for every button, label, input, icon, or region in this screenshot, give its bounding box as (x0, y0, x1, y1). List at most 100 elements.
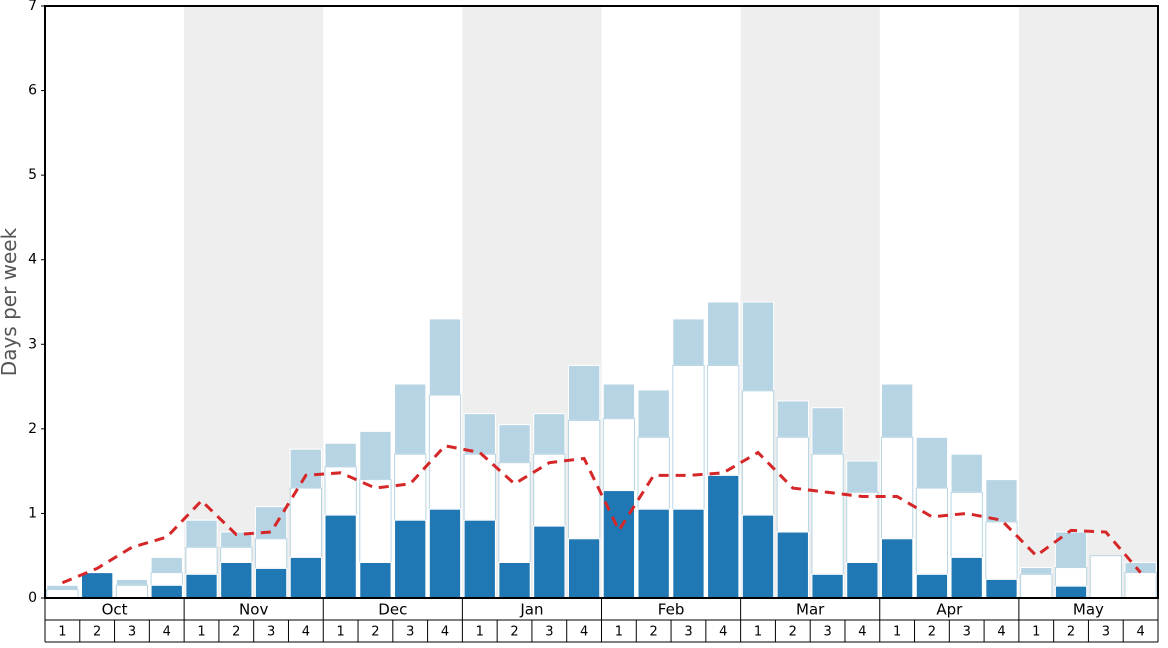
bar-top (464, 414, 495, 455)
week-label: 4 (1136, 625, 1144, 640)
week-label: 4 (163, 625, 171, 640)
bar-bottom (325, 515, 356, 598)
month-label: Feb (658, 601, 685, 619)
week-label: 4 (858, 625, 866, 640)
bar-bottom (534, 526, 565, 598)
y-tick-label: 3 (28, 336, 37, 352)
bar-mid (290, 488, 321, 557)
y-axis-label: Days per week (0, 227, 21, 376)
bar-mid (534, 454, 565, 526)
y-tick-label: 4 (28, 252, 37, 268)
bar-mid (673, 365, 704, 509)
week-label: 1 (337, 625, 345, 640)
week-label: 3 (545, 625, 553, 640)
week-label: 3 (963, 625, 971, 640)
bar-bottom (464, 520, 495, 598)
bar-bottom (1055, 586, 1086, 598)
week-label: 1 (754, 625, 762, 640)
y-tick-label: 1 (28, 505, 37, 521)
y-tick-label: 2 (28, 421, 37, 437)
bar-bottom (986, 579, 1017, 598)
bar-mid (986, 522, 1017, 580)
bar-mid (812, 454, 843, 574)
month-label: Mar (796, 601, 825, 619)
bar-mid (360, 480, 391, 563)
bar-bottom (290, 557, 321, 598)
week-label: 2 (93, 625, 101, 640)
bar-mid (708, 365, 739, 475)
bar-top (1021, 568, 1052, 575)
bar-top (360, 431, 391, 479)
bar-bottom (777, 532, 808, 598)
bar-bottom (255, 568, 286, 598)
bar-mid (603, 419, 634, 491)
week-label: 4 (580, 625, 588, 640)
bar-bottom (916, 574, 947, 598)
bar-top (568, 365, 599, 420)
bar-bottom (638, 509, 669, 598)
bar-mid (116, 585, 147, 598)
y-tick-label: 6 (28, 83, 37, 99)
bar-mid (1055, 568, 1086, 587)
bar-mid (151, 573, 182, 586)
week-label: 3 (684, 625, 692, 640)
bar-top (429, 319, 460, 395)
bar-bottom (673, 509, 704, 598)
bar-mid (429, 395, 460, 509)
bar-bottom (499, 562, 530, 598)
bar-top (951, 454, 982, 492)
week-label: 3 (823, 625, 831, 640)
week-label: 4 (441, 625, 449, 640)
bar-top (847, 461, 878, 492)
week-label: 1 (197, 625, 205, 640)
bar-top (777, 401, 808, 437)
bar-top (812, 408, 843, 455)
bar-top (708, 302, 739, 365)
bar-bottom (221, 562, 252, 598)
week-label: 3 (1102, 625, 1110, 640)
bar-top (916, 437, 947, 488)
bar-bottom (429, 509, 460, 598)
bar-top (325, 443, 356, 467)
bar-bottom (82, 573, 113, 598)
bar-top (638, 390, 669, 437)
week-label: 4 (997, 625, 1005, 640)
bar-mid (186, 547, 217, 574)
bar-mid (221, 547, 252, 562)
bar-top (186, 520, 217, 547)
bar-mid (464, 454, 495, 520)
week-label: 1 (58, 625, 66, 640)
bar-top (116, 579, 147, 585)
y-tick-label: 5 (28, 167, 37, 183)
week-label: 2 (232, 625, 240, 640)
bar-mid (1125, 573, 1156, 598)
chart-svg: 01234567Days per weekOctNovDecJanFebMarA… (0, 0, 1168, 648)
bar-top (499, 425, 530, 463)
week-label: 1 (476, 625, 484, 640)
bar-bottom (360, 562, 391, 598)
bar-mid (47, 590, 78, 598)
week-label: 2 (650, 625, 658, 640)
bar-mid (255, 539, 286, 569)
bar-bottom (186, 574, 217, 598)
bar-top (673, 319, 704, 366)
bar-top (47, 585, 78, 589)
bar-mid (1090, 556, 1121, 598)
bar-bottom (708, 475, 739, 598)
week-label: 2 (1067, 625, 1075, 640)
month-label: Apr (936, 601, 963, 619)
bar-bottom (812, 574, 843, 598)
bar-bottom (951, 557, 982, 598)
month-label: Jan (519, 601, 543, 619)
bar-top (395, 384, 426, 454)
bar-mid (951, 492, 982, 557)
bar-top (151, 557, 182, 572)
month-label: Dec (378, 601, 407, 619)
bar-top (881, 384, 912, 437)
bar-mid (638, 437, 669, 509)
bar-mid (916, 488, 947, 574)
bar-bottom (568, 539, 599, 598)
month-shade (1019, 6, 1158, 598)
week-label: 4 (302, 625, 310, 640)
bar-top (290, 449, 321, 488)
